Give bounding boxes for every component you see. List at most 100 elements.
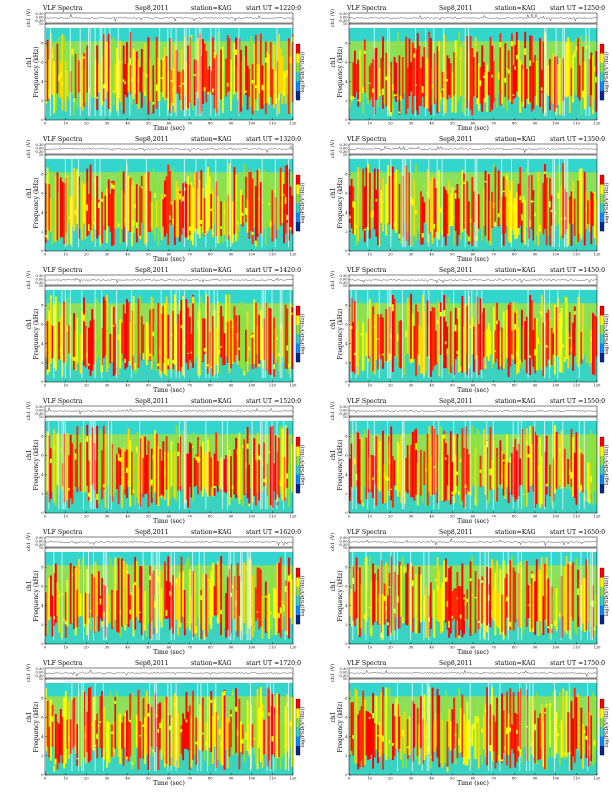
waveform-tick-label: 0.30 [35,405,44,409]
spectrogram-cell [69,27,71,117]
spectrogram-cell [246,700,249,751]
spectrogram-cell [243,164,246,224]
spectrogram-cell [203,197,206,236]
spectrogram-cell [577,38,580,98]
spectrogram-cell [254,85,257,89]
spectrogram-cell [365,332,368,357]
spectrogram-cell [565,630,568,633]
y-tick-label: 4 [41,342,44,346]
spectrogram-cell [558,612,561,618]
spectrogram-cell [114,195,117,229]
spectrogram-cell [405,158,407,248]
spectrogram-cell [205,158,207,248]
spectrogram-cell [403,322,406,376]
spectrogram-cell [73,313,75,370]
spectrogram-cell [149,191,152,232]
spectrogram-cell [259,686,262,763]
spectrogram-cell [195,331,198,358]
spectrogram-cell [461,694,464,758]
spectrogram-cell [375,339,378,341]
spectrogram-cell [405,720,408,769]
spectrogram-cell [256,688,259,770]
spectrogram-cell [121,190,123,230]
spectrogram-cell [421,86,424,93]
spectrogram-cell [279,289,281,379]
spectrogram-panel: VLF Spectra Sep8,2011 station=KAG start UT … [311,395,611,525]
spectrogram-cell [350,443,353,487]
spectrogram-cell [524,48,527,56]
spectrogram-cell [515,729,518,734]
spectrogram-panel: VLF Spectra Sep8,2011 station=KAG start UT … [311,526,611,656]
spectrogram-cell [220,226,223,229]
spectrogram-cell [225,58,228,97]
spectrogram-cell [511,724,513,749]
spectrogram-cell [573,311,576,315]
spectrogram-cell [144,591,147,631]
spectrogram-cell [154,193,156,198]
spectrogram-cell [94,27,96,117]
spectrogram-cell [509,302,512,367]
spectrogram-cell [542,41,545,113]
spectrogram-cell [220,346,223,348]
spectrogram-cell [195,626,198,633]
spectrogram-cell [515,309,518,375]
spectrogram-cell [216,715,219,720]
spectrogram-cell [377,469,379,473]
spectrogram-cell [117,558,120,633]
spectrogram-cell [420,696,422,749]
spectrogram-cell [395,169,398,231]
spectrogram-cell [474,571,477,634]
spectrogram-cell [504,746,507,750]
spectrogram-cell [221,180,224,243]
spectrogram-cell [53,429,56,503]
spectrogram-cell [286,694,289,752]
spectrogram-cell [454,192,457,199]
spectrogram-cell [520,720,523,764]
spectrogram-cell [117,200,120,225]
x-tick-label: 90 [229,122,234,126]
y-tick-label: 8 [41,565,44,569]
spectrogram-cell [382,88,384,95]
spectrogram-cell [84,69,87,103]
spectrogram-cell [205,723,208,751]
spectrogram-cell [116,691,118,749]
spectrogram-cell [468,750,470,753]
x-tick-label: 110 [573,646,581,650]
spectrogram-cell [71,43,74,95]
spectrogram-cell [537,443,540,504]
spectrogram-cell [289,49,292,113]
x-tick-label: 40 [125,777,130,781]
spectrogram-cell [512,567,515,631]
spectrogram-cell [509,71,512,103]
spectrogram-cell [106,740,109,745]
spectrogram-cell [454,55,457,58]
y-tick-label: 10 [39,22,44,26]
spectrogram-cell [479,184,482,230]
spectrogram-cell [365,551,367,641]
spectrogram-cell [520,420,522,510]
spectrogram-cell [382,317,384,369]
waveform-tick-label: -0.30 [34,150,44,154]
spectrogram-cell [580,551,582,641]
y-axis-channel-label: ch1 [26,56,33,67]
spectrogram-cell [154,682,156,772]
spectrogram-cell [71,48,74,56]
spectrogram-cell [235,437,237,499]
spectrogram-cell [479,80,482,86]
spectrogram-cell [463,448,465,508]
spectrogram-cell [515,350,518,357]
spectrogram-cell [573,198,576,236]
spectrogram-cell [473,57,475,97]
spectrogram-cell [147,440,150,507]
colorbar-segment [296,568,300,578]
waveform-trace [348,669,598,677]
spectrogram-cell [193,701,196,756]
spectrogram-cell [583,328,586,355]
spectrogram-cell [126,158,127,248]
y-tick-label: 8 [345,303,348,307]
spectrogram-cell [155,84,158,92]
panel-station: station=KAG [495,5,536,12]
waveform-tick-label: -0.30 [34,412,44,416]
spectrogram-cell [355,420,357,510]
spectrogram-upper-band [45,682,293,697]
